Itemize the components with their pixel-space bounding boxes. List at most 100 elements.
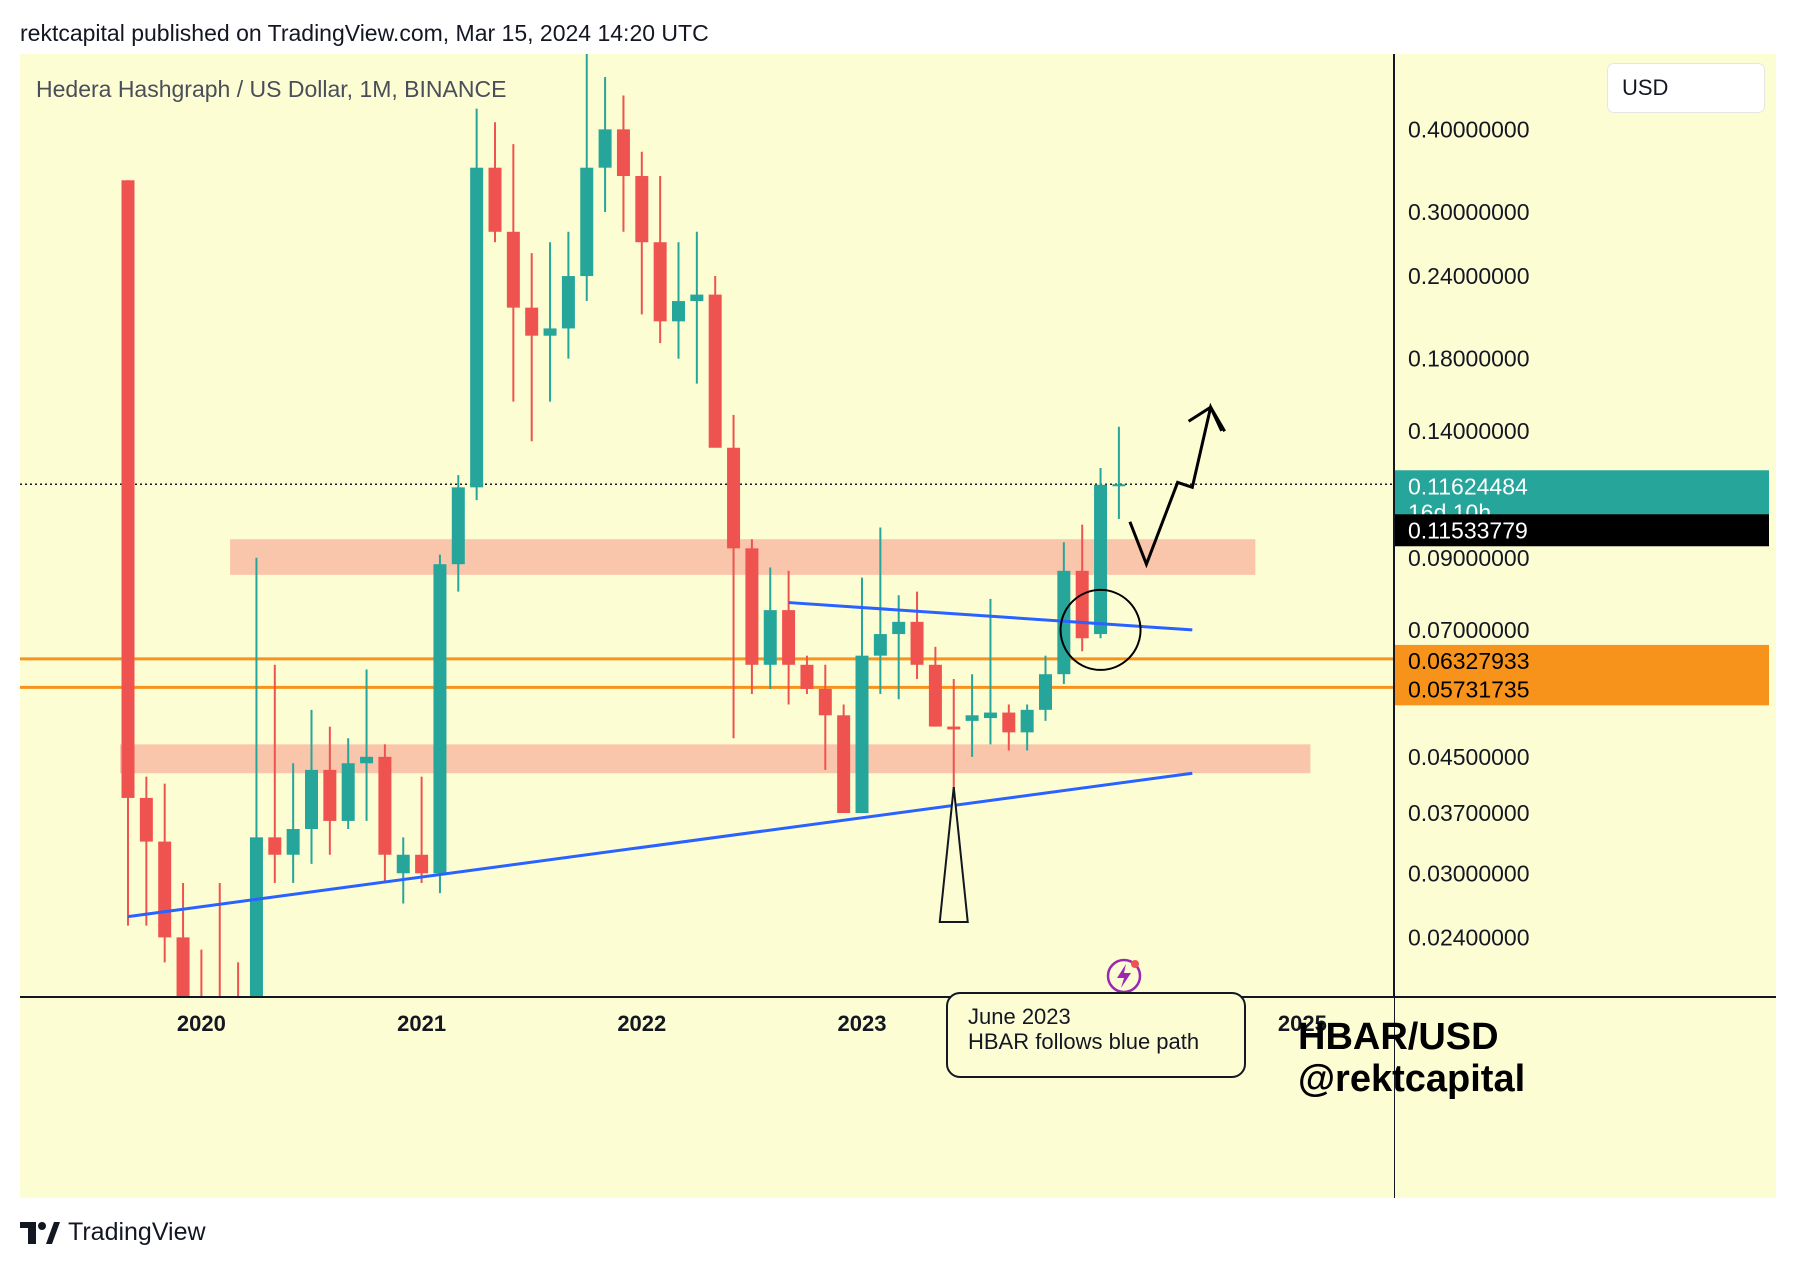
published-line: rektcapital published on TradingView.com…	[20, 20, 709, 46]
candle-body	[341, 763, 355, 821]
candle-body	[983, 712, 997, 719]
candle-body	[396, 854, 410, 874]
candle	[543, 242, 557, 402]
level-badge-2: 0.05731735	[1395, 673, 1769, 706]
candle-body	[653, 242, 667, 322]
candle	[506, 144, 520, 402]
candle	[928, 646, 942, 727]
candle	[360, 669, 374, 821]
candle	[488, 122, 502, 243]
level-badge-1: 0.06327933	[1395, 644, 1769, 677]
candle-body	[415, 854, 429, 874]
axis-corner	[1395, 998, 1776, 1198]
candle-body	[139, 797, 153, 842]
candle	[525, 253, 539, 442]
candle-body	[873, 634, 887, 656]
candle	[470, 108, 484, 501]
candle	[837, 704, 851, 814]
candle	[580, 54, 594, 302]
level-badge-2-text: 0.05731735	[1408, 676, 1530, 702]
previous-close-badge-bg	[1395, 514, 1769, 547]
footer-brand: TradingView	[68, 1218, 206, 1246]
candle-body	[708, 294, 722, 448]
x-tick-label: 2025	[1278, 1011, 1327, 1036]
candle-body	[525, 307, 539, 336]
candle-body	[433, 564, 447, 874]
candle-body	[360, 756, 374, 764]
chart-frame[interactable]: 0.40000000 0.30000000 0.24000000 0.18000000…	[20, 54, 1776, 1198]
candle-body	[837, 715, 851, 814]
candle-body	[286, 829, 300, 855]
candle	[268, 664, 282, 884]
candle-body	[580, 167, 594, 277]
candle	[415, 776, 429, 884]
candle	[598, 76, 612, 212]
candle	[800, 655, 814, 695]
candle-body	[1020, 709, 1034, 733]
candle	[1094, 468, 1108, 639]
projection-arrowhead	[1187, 405, 1226, 432]
candle	[561, 231, 575, 359]
candle	[672, 242, 685, 359]
watermark: HBAR/USD @rektcapital	[1298, 1016, 1525, 1100]
tradingview-logo-icon	[20, 1221, 60, 1244]
y-tick-label: 0.09000000	[1408, 545, 1530, 571]
currency-button[interactable]: USD	[1608, 64, 1764, 112]
candle-body	[947, 726, 961, 730]
candle-body	[672, 301, 685, 322]
y-tick-label: 0.07000000	[1408, 617, 1530, 643]
candle	[1039, 655, 1052, 721]
level-badge-2-bg	[1395, 673, 1769, 706]
candle	[965, 674, 979, 757]
y-tick-label: 0.04500000	[1408, 744, 1530, 770]
candle	[763, 567, 777, 689]
candle-body	[1112, 484, 1126, 487]
lightning-icon-bolt	[1117, 964, 1131, 988]
highlight-circle	[1059, 588, 1142, 671]
candle	[1002, 704, 1016, 751]
candle-body	[910, 621, 924, 665]
candle-body	[745, 548, 759, 665]
y-tick-label: 0.03000000	[1408, 860, 1530, 886]
upper-trendline	[788, 601, 1193, 632]
candle	[1112, 426, 1126, 520]
tradingview-logo[interactable]: TradingView	[20, 1218, 206, 1247]
candle	[1020, 704, 1034, 751]
candle	[121, 180, 135, 926]
candle	[782, 570, 796, 705]
candle	[139, 776, 153, 926]
candle-body	[268, 837, 282, 855]
candle-body	[818, 688, 832, 716]
candle-body	[561, 276, 575, 329]
candle	[341, 738, 355, 830]
candle	[983, 598, 997, 745]
candle-body	[176, 937, 190, 997]
candle-body	[616, 129, 630, 177]
annotation-line2: HBAR follows blue path	[968, 1029, 1200, 1054]
candle-body	[323, 769, 337, 821]
annotation-callout: June 2023 HBAR follows blue path	[946, 992, 1246, 1078]
y-tick-label: 0.30000000	[1408, 199, 1530, 225]
candle	[818, 664, 832, 770]
current-price-badge-text: 0.11624484	[1408, 473, 1528, 499]
candle	[237, 962, 240, 997]
candle-body	[800, 664, 814, 689]
x-tick-label: 2022	[617, 1011, 666, 1036]
candle-body	[451, 487, 465, 565]
candle	[218, 883, 221, 997]
y-tick-label: 0.18000000	[1408, 346, 1530, 372]
candle	[323, 726, 337, 855]
candle	[727, 414, 741, 739]
chart-svg[interactable]: 0.40000000 0.30000000 0.24000000 0.18000000…	[20, 54, 1776, 1198]
candle	[249, 557, 263, 997]
candle	[947, 679, 961, 791]
candle	[451, 475, 465, 592]
support-zone	[120, 744, 1311, 774]
candle	[396, 837, 410, 904]
watermark-symbol: HBAR/USD	[1298, 1016, 1499, 1058]
x-tick-label: 2021	[397, 1011, 446, 1036]
level-badge-1-text: 0.06327933	[1408, 648, 1530, 674]
lightning-icon-dot	[1131, 960, 1139, 968]
watermark-handle: @rektcapital	[1298, 1058, 1526, 1100]
y-tick-label: 0.14000000	[1408, 418, 1530, 444]
